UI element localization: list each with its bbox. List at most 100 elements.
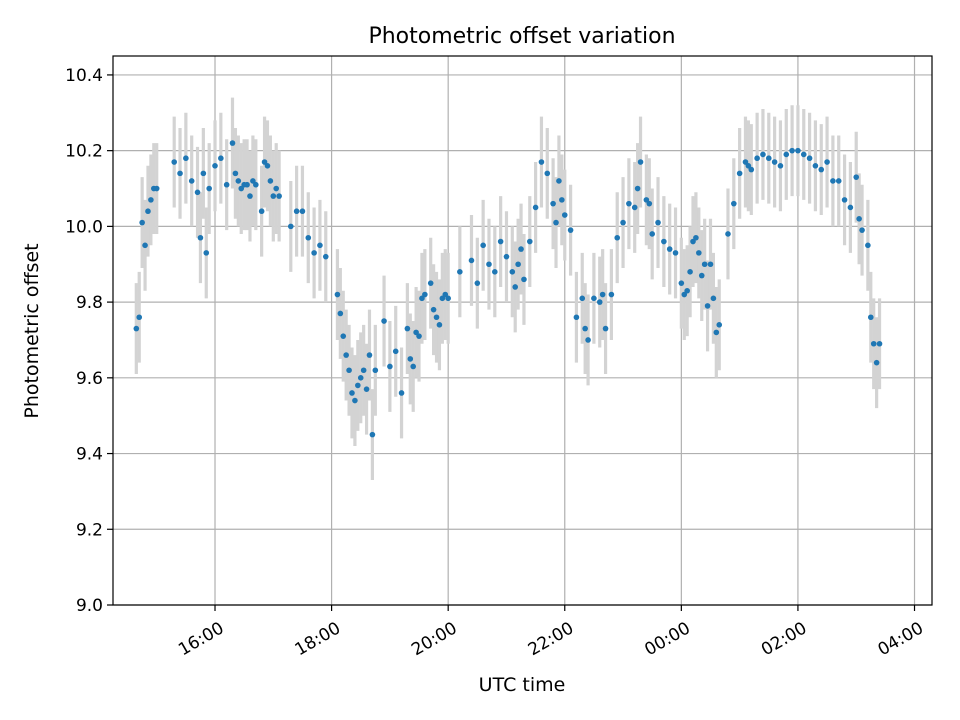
data-point [556,178,562,184]
data-point [841,197,848,203]
data-point [704,303,711,309]
data-point [795,147,801,154]
data-point [515,261,521,268]
data-point [818,166,825,173]
data-point [518,246,524,252]
data-point [783,151,790,158]
data-point [253,181,259,188]
y-tick-label: 10.2 [65,142,103,162]
data-point [693,234,699,241]
data-point [407,356,414,362]
data-point [492,269,498,275]
data-point [806,155,813,162]
data-point [853,174,860,180]
data-point [433,314,440,321]
data-point [859,227,865,233]
data-point [608,291,615,298]
data-point [218,155,224,162]
chart-title: Photometric offset variation [368,24,675,49]
data-point [445,295,451,302]
data-point [512,284,519,290]
data-point [553,219,559,226]
data-point [544,170,551,177]
data-point [250,178,256,184]
data-point [276,193,282,199]
data-point [352,397,358,404]
data-point [139,219,145,226]
data-point [153,185,160,192]
data-point [392,348,399,355]
data-point [360,367,367,374]
y-tick-label: 9.4 [76,445,103,465]
data-point [789,147,795,154]
data-point [521,276,527,283]
data-point [634,185,641,192]
data-point [765,155,772,162]
data-point [261,159,268,165]
y-tick-label: 9.8 [76,293,103,313]
data-point [643,197,650,203]
data-point [145,208,151,215]
data-point [637,159,644,165]
data-point [731,200,737,207]
data-point [270,193,277,199]
data-point [856,216,862,222]
data-point [468,257,475,264]
data-point [812,163,819,169]
data-point [725,231,731,237]
data-point [244,181,250,188]
data-point [142,242,148,249]
data-point [206,185,212,192]
data-point [293,208,300,215]
data-point [197,234,204,241]
data-point [363,386,370,392]
data-point [824,159,830,165]
data-point [870,340,877,347]
data-point [532,204,539,211]
data-point [480,242,486,249]
data-point [847,204,854,211]
y-tick-label: 10.4 [65,66,103,86]
data-point [311,250,317,256]
data-point [200,170,207,177]
data-point [398,390,405,396]
data-point [567,227,574,233]
data-point [631,204,638,211]
data-point [661,238,667,245]
data-point [599,291,606,298]
data-point-layer [133,140,883,438]
data-point [422,291,428,298]
data-point [602,325,609,332]
data-point [349,390,355,396]
data-point [582,325,588,332]
data-point [457,269,463,275]
data-point [247,193,253,199]
data-point [649,231,655,237]
data-point [559,197,565,203]
data-point [188,178,195,184]
data-point [655,219,661,226]
data-point [646,200,653,207]
data-point [538,159,545,165]
y-tick-label: 9.0 [76,596,103,616]
data-point [509,269,516,275]
data-point [742,159,749,165]
data-point [177,170,183,177]
data-point [410,363,417,370]
data-point [678,280,685,286]
data-point [267,178,274,184]
data-point [876,340,883,347]
data-point [355,382,361,389]
data-point [713,329,720,336]
data-point [760,151,766,158]
data-point [223,181,230,188]
data-point [835,178,842,184]
data-point [585,337,591,343]
data-point [439,295,446,302]
data-point [442,291,449,298]
data-point [419,295,425,302]
data-point [148,197,154,203]
data-point [830,178,836,184]
data-point [771,159,778,165]
